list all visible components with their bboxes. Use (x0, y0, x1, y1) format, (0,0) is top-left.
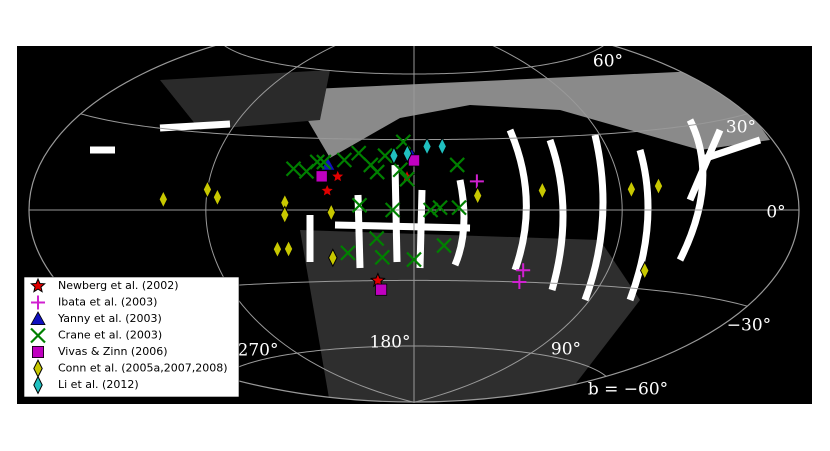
legend-label: Li et al. (2012) (58, 378, 139, 391)
map-area (28, 46, 800, 403)
triangle-marker (30, 311, 46, 325)
parallel (224, 46, 604, 75)
lat-label: −30° (727, 316, 771, 336)
diamond-marker (389, 146, 399, 166)
lat-label: 30° (726, 118, 756, 138)
diamond-marker (626, 179, 637, 199)
plus-marker (512, 274, 527, 289)
x-marker (436, 237, 452, 254)
x-marker (432, 199, 448, 216)
legend-label: Yanny et al. (2003) (57, 312, 162, 325)
parallel (221, 345, 607, 377)
lon-label: 90° (551, 340, 581, 360)
diamond-marker (158, 189, 169, 209)
x-marker (30, 327, 46, 344)
legend-label: Conn et al. (2005a,2007,2008) (58, 362, 228, 375)
legend-label: Newberg et al. (2002) (58, 279, 179, 292)
diamond-marker (272, 239, 283, 259)
diamond-marker (279, 205, 290, 225)
x-marker (285, 160, 302, 177)
legend: Newberg et al. (2002) Ibata et al. (2003)… (23, 276, 240, 398)
x-marker (451, 199, 467, 216)
lon-label: 180° (370, 333, 411, 353)
x-marker (399, 171, 415, 187)
lat-label: 60° (593, 52, 623, 72)
diamond-marker (437, 136, 448, 156)
x-marker (377, 147, 393, 164)
star-marker (369, 272, 386, 288)
star-marker (329, 168, 346, 184)
plus-marker (469, 174, 484, 189)
parallel (80, 113, 748, 141)
diamond-marker (202, 179, 213, 199)
diamond-marker (537, 180, 548, 200)
lat-label: b = −60° (588, 380, 668, 400)
diamond-marker (33, 375, 43, 395)
legend-label: Ibata et al. (2003) (58, 296, 157, 309)
x-marker (309, 154, 326, 170)
diamond-marker (328, 248, 338, 268)
star-marker (319, 182, 336, 198)
x-marker (422, 202, 439, 218)
legend-label: Crane et al. (2003) (58, 329, 162, 342)
x-marker (406, 251, 422, 268)
x-marker (449, 157, 465, 173)
square-marker (315, 170, 328, 183)
square-marker (375, 283, 388, 296)
x-marker (384, 202, 401, 218)
diamond-marker (653, 176, 664, 196)
diamond-marker (283, 239, 294, 259)
square-marker (32, 345, 45, 358)
x-marker (351, 197, 368, 214)
legend-box (23, 276, 240, 398)
x-marker (316, 154, 332, 170)
x-marker (340, 245, 356, 261)
x-marker (369, 164, 385, 180)
lat-label: 0° (766, 203, 785, 223)
diamond-marker (639, 261, 650, 281)
lon-label: 270° (238, 341, 279, 361)
plus-marker (516, 263, 531, 278)
diamond-marker (326, 202, 337, 222)
legend-label: Vivas & Zinn (2006) (58, 345, 168, 358)
diamond-marker (472, 186, 483, 206)
star-marker (30, 277, 46, 293)
diamond-marker (212, 187, 223, 207)
diamond-marker (422, 136, 432, 157)
x-marker (350, 145, 367, 161)
x-marker (336, 152, 353, 168)
x-marker (392, 162, 409, 178)
plus-marker (31, 295, 45, 310)
x-marker (374, 249, 391, 266)
x-marker (368, 230, 385, 247)
diamond-marker (402, 143, 413, 163)
survey-footprint (90, 70, 770, 402)
